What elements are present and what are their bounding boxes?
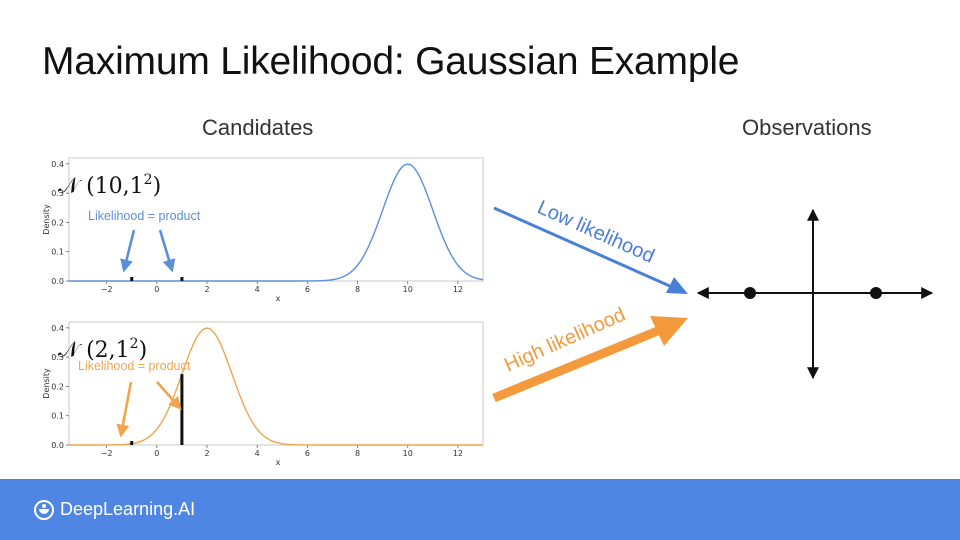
x-tick-label: −2 bbox=[101, 449, 113, 458]
x-tick-label: 4 bbox=[255, 285, 260, 294]
x-tick-label: 8 bbox=[355, 285, 360, 294]
low-likelihood-arrowhead bbox=[666, 277, 688, 294]
y-tick-label: 0.3 bbox=[51, 189, 64, 198]
pointer-arrow bbox=[158, 229, 176, 273]
plot-frame bbox=[68, 321, 484, 446]
deeplearning-ai-logo-icon bbox=[34, 499, 54, 520]
y-tick-label: 0.4 bbox=[51, 324, 64, 333]
x-tick-label: 8 bbox=[355, 449, 360, 458]
y-tick-label: 0.2 bbox=[51, 218, 64, 227]
low-likelihood-label: Low likelihood bbox=[534, 196, 658, 267]
x-axis-label: x bbox=[276, 458, 281, 467]
pointer-arrow bbox=[156, 381, 182, 410]
likelihood-annotation: Likelihood = product bbox=[78, 359, 191, 373]
x-tick-label: 2 bbox=[204, 285, 209, 294]
x-tick-label: 6 bbox=[305, 449, 310, 458]
x-tick-label: 4 bbox=[255, 449, 260, 458]
brand: DeepLearning.AI bbox=[34, 499, 195, 520]
likelihood-annotation: Likelihood = product bbox=[88, 209, 201, 223]
x-tick-label: 2 bbox=[204, 449, 209, 458]
y-tick-label: 0.3 bbox=[51, 353, 64, 362]
x-tick-label: 0 bbox=[154, 449, 159, 458]
page-title: Maximum Likelihood: Gaussian Example bbox=[42, 40, 740, 83]
pointer-arrow bbox=[120, 229, 136, 273]
observations-heading: Observations bbox=[742, 115, 872, 140]
chart-candidate-n10: 0.0 0.1 0.2 0.3 0.4 −2 0 2 4 6 8 10 12 x Density 𝒩 (10,… bbox=[42, 157, 484, 303]
distribution-label: 𝒩 (10,12) bbox=[58, 172, 161, 199]
y-axis-label: Density bbox=[42, 368, 51, 399]
y-tick-label: 0.0 bbox=[51, 441, 64, 450]
density-curve bbox=[69, 163, 484, 282]
y-tick-label: 0.4 bbox=[51, 160, 64, 169]
high-likelihood-arrow-shaft bbox=[492, 325, 662, 403]
brand-name: DeepLearning.AI bbox=[60, 499, 196, 519]
x-axis-label: x bbox=[276, 294, 281, 303]
x-tick-label: 6 bbox=[305, 285, 310, 294]
x-tick-label: 10 bbox=[403, 285, 413, 294]
slide-canvas: 0.0 0.1 0.2 0.3 0.4 −2 0 2 4 6 8 10 12 x Density 𝒩 (10,… bbox=[42, 157, 934, 467]
y-tick-label: 0.2 bbox=[51, 382, 64, 391]
high-likelihood-arrowhead bbox=[650, 316, 688, 346]
pointer-arrow bbox=[116, 381, 133, 438]
density-curve bbox=[69, 327, 483, 446]
y-axis-label: Density bbox=[42, 204, 51, 235]
x-tick-label: −2 bbox=[101, 285, 113, 294]
x-tick-label: 10 bbox=[403, 449, 413, 458]
observation-point bbox=[870, 287, 882, 299]
observations-axes bbox=[696, 208, 934, 380]
low-likelihood-arrow-shaft bbox=[493, 206, 673, 289]
candidates-heading: Candidates bbox=[202, 115, 314, 140]
y-tick-label: 0.0 bbox=[51, 277, 64, 286]
y-tick-label: 0.1 bbox=[51, 412, 64, 421]
x-tick-label: 12 bbox=[453, 285, 463, 294]
distribution-label: 𝒩 (2,12) bbox=[58, 336, 147, 363]
y-tick-label: 0.1 bbox=[51, 248, 64, 257]
chart-candidate-n2: 0.0 0.1 0.2 0.3 0.4 −2 0 2 4 6 8 10 12 x Density 𝒩 (2,1… bbox=[42, 321, 484, 467]
footer-bar: DeepLearning.AI bbox=[0, 479, 960, 540]
x-tick-label: 0 bbox=[154, 285, 159, 294]
observation-point bbox=[744, 287, 756, 299]
x-tick-label: 12 bbox=[453, 449, 463, 458]
